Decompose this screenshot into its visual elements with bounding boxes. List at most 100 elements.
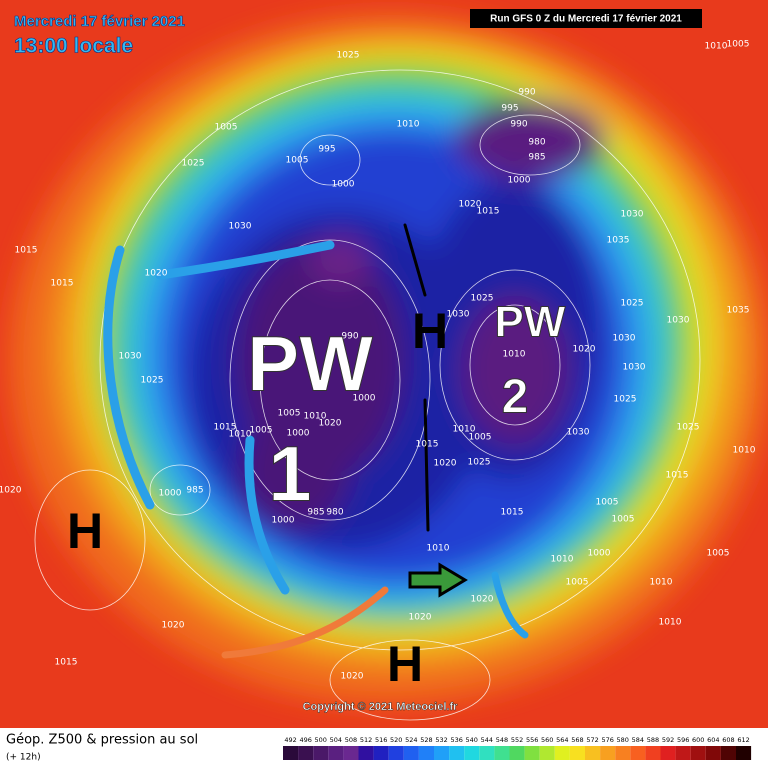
pressure-label: 1005 — [286, 156, 309, 166]
footer-title: Géop. Z500 & pression au sol — [6, 733, 198, 748]
legend-swatch — [313, 746, 329, 760]
pressure-label: 1000 — [353, 394, 376, 404]
pressure-label: 1000 — [508, 176, 531, 186]
pressure-label: 1020 — [145, 269, 168, 279]
legend-swatch — [736, 746, 752, 760]
legend-label: 544 — [481, 736, 493, 744]
pressure-label: 1035 — [727, 306, 750, 316]
pressure-label: 1005 — [612, 515, 635, 525]
pressure-label: 1000 — [588, 549, 611, 559]
pressure-label: 1020 — [162, 621, 185, 631]
legend-swatch — [705, 746, 721, 760]
legend-label: 588 — [647, 736, 659, 744]
run-box — [470, 9, 702, 28]
legend-label: 528 — [420, 736, 432, 744]
legend-swatch — [569, 746, 585, 760]
pressure-label: 1005 — [566, 578, 589, 588]
legend-label: 508 — [345, 736, 357, 744]
pressure-label: 990 — [510, 120, 527, 130]
legend-swatch — [600, 746, 616, 760]
pressure-label: 1020 — [341, 672, 364, 682]
pressure-label: 1015 — [501, 508, 524, 518]
pressure-label: 1030 — [623, 363, 646, 373]
copyright: Copyright © 2021 Meteociel.fr — [303, 701, 459, 713]
pressure-label: 1015 — [214, 423, 237, 433]
pressure-label: 1020 — [459, 200, 482, 210]
pressure-label: 995 — [501, 104, 518, 114]
legend-label: 548 — [496, 736, 508, 744]
legend-label: 492 — [284, 736, 296, 744]
pressure-label: 1030 — [447, 310, 470, 320]
legend-swatch — [388, 746, 404, 760]
legend-swatch — [403, 746, 419, 760]
annotation: 1 — [268, 430, 311, 518]
isobars — [34, 69, 701, 721]
pressure-label: 980 — [528, 138, 545, 148]
pressure-label: 1030 — [621, 210, 644, 220]
pressure-label: 1020 — [434, 459, 457, 469]
legend-swatch — [298, 746, 314, 760]
legend-label: 568 — [571, 736, 583, 744]
annotation: H — [412, 303, 448, 359]
pressure-label: 990 — [518, 88, 535, 98]
legend-swatch — [479, 746, 495, 760]
local-time: 13:00 locale — [14, 35, 133, 58]
pressure-label: 1025 — [468, 458, 491, 468]
legend-label: 584 — [632, 736, 644, 744]
pressure-label: 1015 — [55, 658, 78, 668]
legend-swatch — [645, 746, 661, 760]
pressure-label: 980 — [326, 508, 343, 518]
pressure-label: 1025 — [337, 51, 360, 61]
pressure-label: 1010 — [551, 555, 574, 565]
pressure-label: 1010 — [659, 618, 682, 628]
legend-swatch — [373, 746, 389, 760]
pressure-label: 1000 — [159, 489, 182, 499]
pressure-label: 1025 — [182, 159, 205, 169]
annotations: PW 1 PW 2 H H H — [67, 297, 566, 692]
pressure-label: 1010 — [705, 42, 728, 52]
pressure-label: 1035 — [607, 236, 630, 246]
legend-label: 604 — [707, 736, 719, 744]
legend-label: 600 — [692, 736, 704, 744]
pressure-label: 1020 — [319, 419, 342, 429]
footer-lead: (+ 12h) — [6, 753, 41, 763]
legend-label: 556 — [526, 736, 538, 744]
legend-swatch — [554, 746, 570, 760]
legend-swatch — [328, 746, 344, 760]
annotation: PW — [495, 298, 566, 347]
pressure-label: 1010 — [650, 578, 673, 588]
legend-label: 596 — [677, 736, 689, 744]
pressure-label: 985 — [307, 508, 324, 518]
pressure-label: 1020 — [0, 486, 22, 496]
pressure-label: 1005 — [215, 123, 238, 133]
legend-swatch — [524, 746, 540, 760]
legend-swatch — [358, 746, 374, 760]
legend-label: 524 — [405, 736, 417, 744]
pressure-label: 1025 — [621, 299, 644, 309]
legend-label: 512 — [360, 736, 372, 744]
pressure-label: 1000 — [332, 180, 355, 190]
legend-label: 504 — [330, 736, 342, 744]
legend-swatch — [615, 746, 631, 760]
pressure-label: 1005 — [596, 498, 619, 508]
pressure-label: 1030 — [119, 352, 142, 362]
pressure-label: 1010 — [397, 120, 420, 130]
pressure-label: 1015 — [416, 440, 439, 450]
pressure-label: 1010 — [503, 350, 526, 360]
pressure-label: 1010 — [453, 425, 476, 435]
legend-label: 560 — [541, 736, 553, 744]
pressure-label: 990 — [341, 332, 358, 342]
pressure-label: 1030 — [613, 334, 636, 344]
legend-label: 612 — [737, 736, 749, 744]
pressure-label: 1030 — [567, 428, 590, 438]
pressure-label: 1005 — [727, 40, 750, 50]
legend-label: 540 — [466, 736, 478, 744]
legend-swatch — [283, 746, 299, 760]
pressure-label: 1000 — [272, 516, 295, 526]
pressure-label: 1005 — [250, 426, 273, 436]
pressure-label: 1010 — [733, 446, 756, 456]
pressure-label: 1000 — [287, 429, 310, 439]
legend-label: 520 — [390, 736, 402, 744]
run-info: Run GFS 0 Z du Mercredi 17 février 2021 — [490, 14, 682, 25]
